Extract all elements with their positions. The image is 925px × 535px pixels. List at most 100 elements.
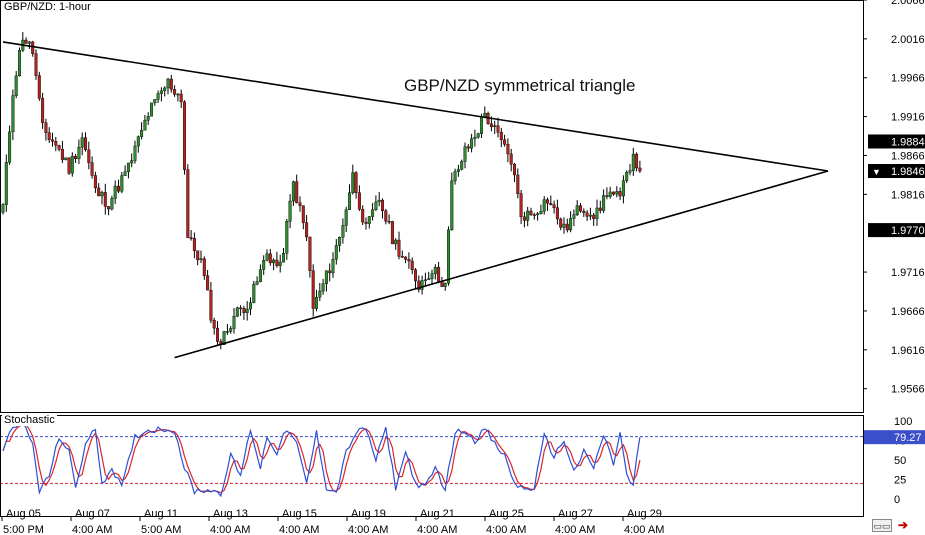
candle-up bbox=[480, 116, 484, 134]
price-tick-label: 2.0066 bbox=[891, 0, 925, 7]
chart-annotation: GBP/NZD symmetrical triangle bbox=[404, 76, 636, 95]
candle-down bbox=[417, 280, 421, 290]
chart-navigation: ▭▭ ➔ bbox=[872, 519, 910, 533]
candle-up bbox=[539, 210, 543, 214]
candle-down bbox=[74, 156, 78, 160]
candle-up bbox=[140, 129, 144, 137]
candle-up bbox=[493, 125, 497, 128]
candle-down bbox=[513, 163, 517, 176]
candle-down bbox=[361, 209, 365, 223]
candle-up bbox=[341, 225, 345, 238]
candle-down bbox=[437, 267, 441, 282]
time-hour-label: 4:00 AM bbox=[417, 524, 457, 535]
candle-up bbox=[344, 209, 348, 226]
stoch-panel: 100755025079.27 bbox=[0, 415, 925, 516]
candle-up bbox=[100, 192, 104, 197]
price-plot-area bbox=[0, 0, 863, 412]
candle-down bbox=[555, 207, 559, 220]
candle-down bbox=[186, 169, 190, 238]
time-date-label: Aug 19 bbox=[351, 508, 386, 520]
candle-down bbox=[364, 221, 368, 224]
stoch-value-tag bbox=[864, 430, 925, 445]
candle-down bbox=[605, 195, 609, 197]
time-date-label: Aug 21 bbox=[420, 508, 455, 520]
candle-up bbox=[420, 280, 424, 290]
price-tick-label: 1.9966 bbox=[891, 73, 925, 85]
candle-down bbox=[305, 222, 309, 238]
candle-up bbox=[443, 282, 447, 287]
candle-down bbox=[202, 258, 206, 276]
candle-up bbox=[331, 258, 335, 274]
candle-down bbox=[579, 205, 583, 212]
candle-up bbox=[64, 157, 68, 160]
candle-down bbox=[169, 78, 173, 90]
candle-up bbox=[255, 281, 259, 285]
candle-down bbox=[116, 185, 120, 192]
candle-up bbox=[278, 261, 282, 266]
candle-up bbox=[536, 213, 540, 216]
candle-up bbox=[447, 229, 451, 284]
candle-up bbox=[470, 138, 474, 149]
price-tag-label: 1.9884 bbox=[891, 136, 925, 148]
candle-up bbox=[423, 279, 427, 281]
chart-frame bbox=[0, 0, 864, 517]
candle-up bbox=[225, 331, 229, 333]
candle-down bbox=[466, 146, 470, 149]
candle-down bbox=[60, 149, 64, 160]
candle-up bbox=[367, 216, 371, 224]
candle-down bbox=[179, 93, 183, 103]
candle-up bbox=[324, 270, 328, 284]
price-tick-label: 1.9816 bbox=[891, 189, 925, 201]
stoch-tick-label: 25 bbox=[894, 475, 906, 487]
indicator-label: Stochastic bbox=[2, 414, 57, 426]
stoch-value-label: 79.27 bbox=[894, 432, 922, 444]
close-icon[interactable]: ➔ bbox=[896, 518, 910, 532]
candle-up bbox=[80, 137, 84, 148]
candle-down bbox=[410, 260, 414, 270]
candle-down bbox=[381, 199, 385, 211]
candle-up bbox=[153, 99, 157, 104]
candle-up bbox=[176, 93, 180, 96]
candle-down bbox=[239, 307, 243, 310]
time-date-label: Aug 13 bbox=[213, 508, 248, 520]
candle-up bbox=[321, 283, 325, 292]
time-date-label: Aug 25 bbox=[489, 508, 524, 520]
candle-down bbox=[532, 214, 536, 216]
candle-up bbox=[575, 205, 579, 215]
candle-up bbox=[282, 253, 286, 263]
candle-up bbox=[562, 223, 566, 228]
candle-up bbox=[27, 41, 31, 44]
candle-up bbox=[453, 171, 457, 182]
candle-up bbox=[70, 156, 74, 174]
candle-up bbox=[526, 210, 530, 221]
candle-up bbox=[433, 267, 437, 275]
candle-down bbox=[34, 53, 38, 76]
candle-up bbox=[348, 192, 352, 210]
price-tick-label: 1.9566 bbox=[891, 384, 925, 396]
price-panel-border bbox=[0, 0, 864, 413]
candle-up bbox=[483, 112, 487, 117]
candle-up bbox=[8, 131, 12, 163]
time-hour-label: 5:00 AM bbox=[141, 524, 181, 535]
candle-down bbox=[24, 39, 28, 44]
candle-up bbox=[374, 201, 378, 210]
candle-down bbox=[206, 275, 210, 291]
candle-down bbox=[522, 216, 526, 221]
candle-up bbox=[248, 302, 252, 310]
price-tag-box bbox=[868, 134, 925, 149]
stoch-plot-area bbox=[0, 415, 863, 516]
candle-down bbox=[529, 210, 533, 215]
time-date-label: Aug 05 bbox=[6, 508, 41, 520]
candle-up bbox=[460, 161, 464, 170]
stoch-main-line bbox=[2, 421, 641, 498]
candle-up bbox=[143, 119, 147, 131]
candle-up bbox=[450, 180, 454, 231]
price-candles bbox=[1, 32, 642, 350]
candle-down bbox=[635, 153, 639, 169]
candle-up bbox=[163, 87, 167, 92]
candle-up bbox=[377, 199, 381, 203]
candle-up bbox=[621, 180, 625, 197]
candle-up bbox=[371, 209, 375, 217]
scroll-to-end-icon[interactable]: ▭▭ bbox=[872, 519, 892, 532]
